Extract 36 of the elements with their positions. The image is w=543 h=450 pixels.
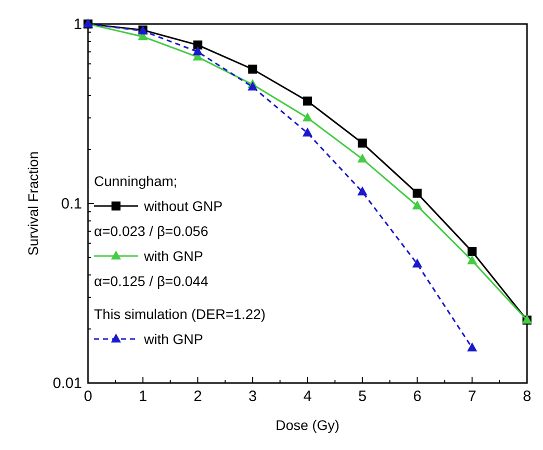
x-tick-label: 5 bbox=[358, 388, 367, 405]
point bbox=[303, 96, 312, 106]
y-axis-title: Survival Fraction bbox=[25, 151, 41, 256]
x-tick-label: 1 bbox=[138, 388, 148, 405]
y-tick-label: 0.01 bbox=[52, 375, 82, 392]
point bbox=[192, 46, 203, 56]
legend-label: with GNP bbox=[143, 331, 204, 347]
x-tick-label: 0 bbox=[84, 388, 92, 405]
point bbox=[412, 188, 422, 198]
point bbox=[468, 247, 477, 256]
y-tick-label: 0.1 bbox=[61, 196, 82, 212]
point bbox=[412, 200, 422, 210]
x-tick-label: 4 bbox=[303, 388, 312, 405]
x-tick-label: 2 bbox=[194, 388, 202, 405]
point bbox=[412, 258, 422, 268]
point bbox=[193, 40, 202, 50]
legend-label: without GNP bbox=[143, 198, 223, 214]
point bbox=[248, 64, 258, 74]
point bbox=[302, 128, 312, 137]
x-tick-label: 3 bbox=[248, 388, 257, 405]
annotation: α=0.023 / β=0.056 bbox=[94, 223, 208, 239]
point bbox=[467, 342, 478, 352]
y-tick-label: 1 bbox=[74, 16, 82, 33]
annotation: Cunningham; bbox=[94, 173, 178, 189]
x-tick-label: 6 bbox=[413, 388, 422, 405]
point bbox=[358, 138, 367, 148]
point bbox=[357, 186, 368, 196]
x-tick-label: 8 bbox=[522, 388, 532, 405]
point bbox=[467, 255, 478, 264]
legend-label: with GNP bbox=[143, 248, 204, 264]
point bbox=[357, 153, 368, 162]
x-tick-label: 7 bbox=[468, 388, 476, 405]
x-axis-title: Dose (Gy) bbox=[276, 417, 340, 433]
point bbox=[302, 112, 312, 122]
annotation: α=0.125 / β=0.044 bbox=[94, 273, 208, 289]
annotation: This simulation (DER=1.22) bbox=[94, 306, 266, 322]
